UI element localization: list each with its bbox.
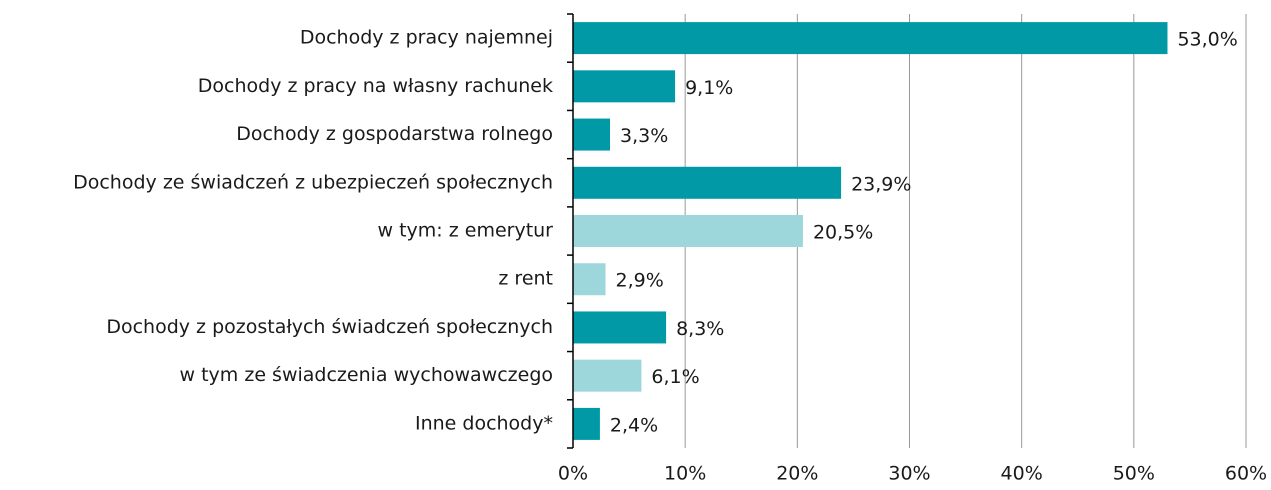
bar	[573, 359, 642, 392]
y-tick-label: w tym: z emerytur	[378, 220, 554, 242]
y-tick-label: Dochody ze świadczeń z ubezpieczeń społe…	[73, 171, 553, 193]
bar	[573, 70, 676, 103]
value-label: 53,0%	[1177, 29, 1237, 51]
x-tick-label: 30%	[888, 463, 930, 485]
y-tick-label: Dochody z gospodarstwa rolnego	[236, 123, 553, 145]
x-tick-label: 50%	[1113, 463, 1155, 485]
y-tick-label: Dochody z pozostałych świadczeń społeczn…	[106, 316, 553, 338]
value-label: 20,5%	[813, 222, 873, 244]
value-label: 8,3%	[676, 318, 724, 340]
x-tick-label: 0%	[558, 463, 588, 485]
bar	[573, 166, 842, 199]
bar	[573, 311, 667, 344]
value-label: 2,4%	[610, 414, 658, 436]
value-label: 6,1%	[651, 366, 699, 388]
x-tick-label: 20%	[776, 463, 818, 485]
bar	[573, 215, 803, 247]
value-label: 2,9%	[616, 270, 664, 292]
bar	[573, 407, 600, 440]
x-tick-label: 40%	[1001, 463, 1043, 485]
y-tick-label: Dochody z pracy na własny rachunek	[198, 75, 553, 97]
x-tick-label: 60%	[1225, 463, 1267, 485]
bar	[573, 118, 611, 151]
value-label: 3,3%	[620, 125, 668, 147]
y-tick-label: Inne dochody*	[415, 412, 553, 434]
bar	[573, 22, 1168, 55]
value-label: 23,9%	[851, 173, 911, 195]
y-tick-label: z rent	[498, 268, 553, 290]
y-tick-label: w tym ze świadczenia wychowawczego	[180, 364, 553, 386]
value-label: 9,1%	[685, 77, 733, 99]
y-tick-label: Dochody z pracy najemnej	[300, 27, 553, 49]
x-tick-label: 10%	[664, 463, 706, 485]
bar	[573, 263, 606, 296]
